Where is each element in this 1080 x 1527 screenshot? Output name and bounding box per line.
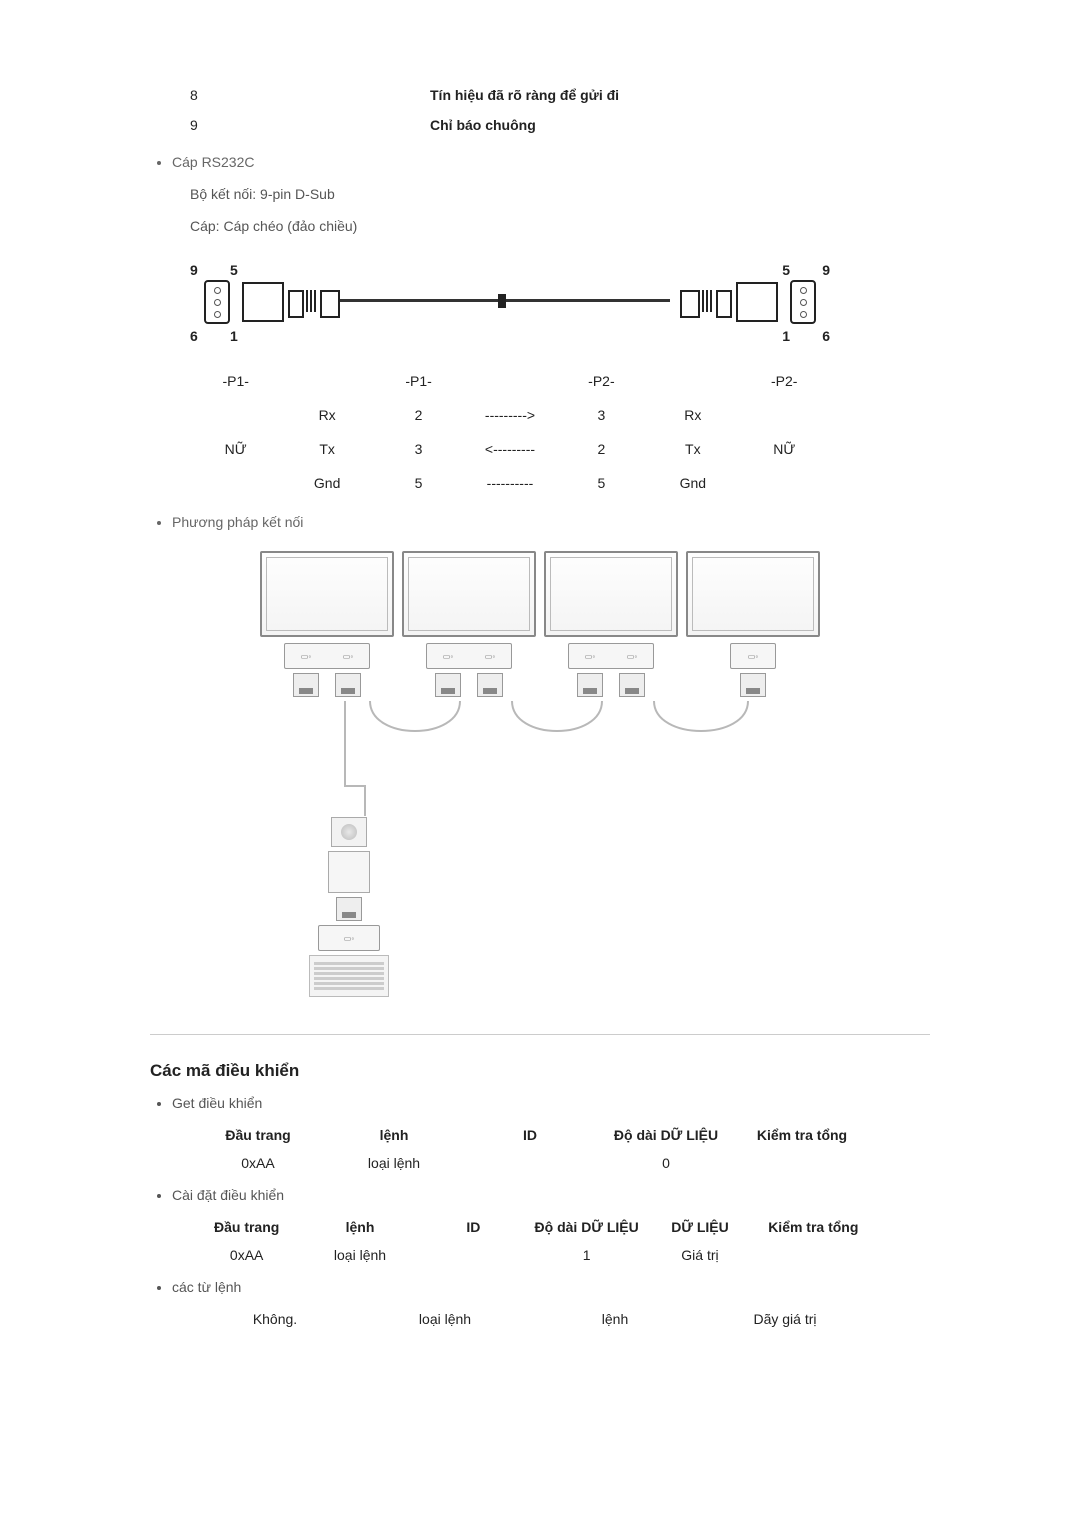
label-5r: 5 [782,262,790,278]
label-6: 6 [190,328,198,344]
plug-right-outer [736,282,778,322]
section-title: Các mã điều khiển [150,1061,930,1081]
cable-ferrite [498,294,506,308]
th: ID [417,1213,530,1241]
pin-desc: Chỉ báo chuông [430,117,536,133]
pinout-row: Gnd 5 ---------- 5 Gnd [190,466,830,500]
plug-right-cap [680,290,700,318]
slits-right [702,290,712,312]
port-box: ▭◦▭◦ [544,643,678,697]
bullet-list: Cài đặt điều khiển [150,1187,930,1203]
slits-left [306,290,316,312]
dsub-right [790,280,816,324]
td: Giá trị [643,1241,756,1269]
separator [150,1034,930,1035]
th: Dãy giá trị [700,1305,870,1333]
sub-connector: Bộ kết nối: 9-pin D-Sub [190,186,930,202]
cable-links [250,701,830,821]
hub-icon: ▭◦ [314,817,384,997]
th: Độ dài DỮ LIỆU [530,1213,643,1241]
pin-row: 8 Tín hiệu đã rõ ràng để gửi đi [190,80,930,110]
hdr-p1b: -P1- [373,373,464,389]
th: Đầu trang [190,1121,326,1149]
pin-number: 9 [190,117,430,133]
bullet-list: Phương pháp kết nối [150,514,930,530]
bullet-list: Cáp RS232C [150,154,930,170]
td: 1 [530,1241,643,1269]
label-9: 9 [190,262,198,278]
table-words: Không. loại lệnh lệnh Dãy giá trị [190,1305,870,1333]
th: Không. [190,1305,360,1333]
td [757,1249,870,1261]
pinout-row: Rx 2 ---------> 3 Rx [190,398,830,432]
bullet-cable: Cáp RS232C [172,154,930,170]
cable-diagram: 9 5 6 1 5 9 1 6 [190,250,830,350]
bullet-set: Cài đặt điều khiển [172,1187,930,1203]
monitor-icon [686,551,820,637]
monitor-icon [402,551,536,637]
dsub-left [204,280,230,324]
pin-desc: Tín hiệu đã rõ ràng để gửi đi [430,87,619,103]
th: Kiểm tra tổng [757,1213,870,1241]
td [734,1157,870,1169]
sub-cable: Cáp: Cáp chéo (đảo chiều) [190,218,930,234]
monitor-icon [544,551,678,637]
td [462,1157,598,1169]
td: loại lệnh [303,1241,416,1269]
table-get: Đầu trang lệnh ID Độ dài DỮ LIỆU Kiểm tr… [190,1121,870,1177]
plug-left-outer [242,282,284,322]
pinout-header: -P1- -P1- -P2- -P2- [190,364,830,398]
bullet-list: các từ lệnh [150,1279,930,1295]
table-set: Đầu trang lệnh ID Độ dài DỮ LIỆU DỮ LIỆU… [190,1213,870,1269]
th: Kiểm tra tổng [734,1121,870,1149]
th: ID [462,1121,598,1149]
pinout-table: -P1- -P1- -P2- -P2- Rx 2 ---------> 3 Rx… [190,364,830,500]
pin-table: 8 Tín hiệu đã rõ ràng để gửi đi 9 Chỉ bá… [190,80,930,140]
label-9r: 9 [822,262,830,278]
th: Đầu trang [190,1213,303,1241]
pin-number: 8 [190,87,430,103]
port-box: ▭◦▭◦ [260,643,394,697]
th: lệnh [326,1121,462,1149]
pin-row: 9 Chỉ báo chuông [190,110,930,140]
th: lệnh [530,1305,700,1333]
bullet-words: các từ lệnh [172,1279,930,1295]
pinout-row: NỮ Tx 3 <--------- 2 Tx NỮ [190,432,830,466]
monitors-diagram: ▭◦▭◦ ▭◦▭◦ ▭◦▭◦ ▭◦ ▭◦ [249,550,831,998]
td: 0xAA [190,1149,326,1177]
td: loại lệnh [326,1149,462,1177]
plug-left-cap [320,290,340,318]
td: 0 [598,1149,734,1177]
port-box: ▭◦ [686,643,820,697]
th: loại lệnh [360,1305,530,1333]
monitor-icon [260,551,394,637]
label-1r: 1 [782,328,790,344]
hdr-p2b: -P2- [739,373,830,389]
td: 0xAA [190,1241,303,1269]
bullet-list: Get điều khiển [150,1095,930,1111]
hdr-p2: -P2- [556,373,647,389]
th: lệnh [303,1213,416,1241]
th: DỮ LIỆU [643,1213,756,1241]
port-box: ▭◦▭◦ [402,643,536,697]
bullet-method: Phương pháp kết nối [172,514,930,530]
label-1: 1 [230,328,238,344]
plug-left-inner [288,290,304,318]
th: Độ dài DỮ LIỆU [598,1121,734,1149]
plug-right-inner [716,290,732,318]
hdr-p1: -P1- [190,373,281,389]
td [417,1249,530,1261]
label-5: 5 [230,262,238,278]
bullet-get: Get điều khiển [172,1095,930,1111]
label-6r: 6 [822,328,830,344]
